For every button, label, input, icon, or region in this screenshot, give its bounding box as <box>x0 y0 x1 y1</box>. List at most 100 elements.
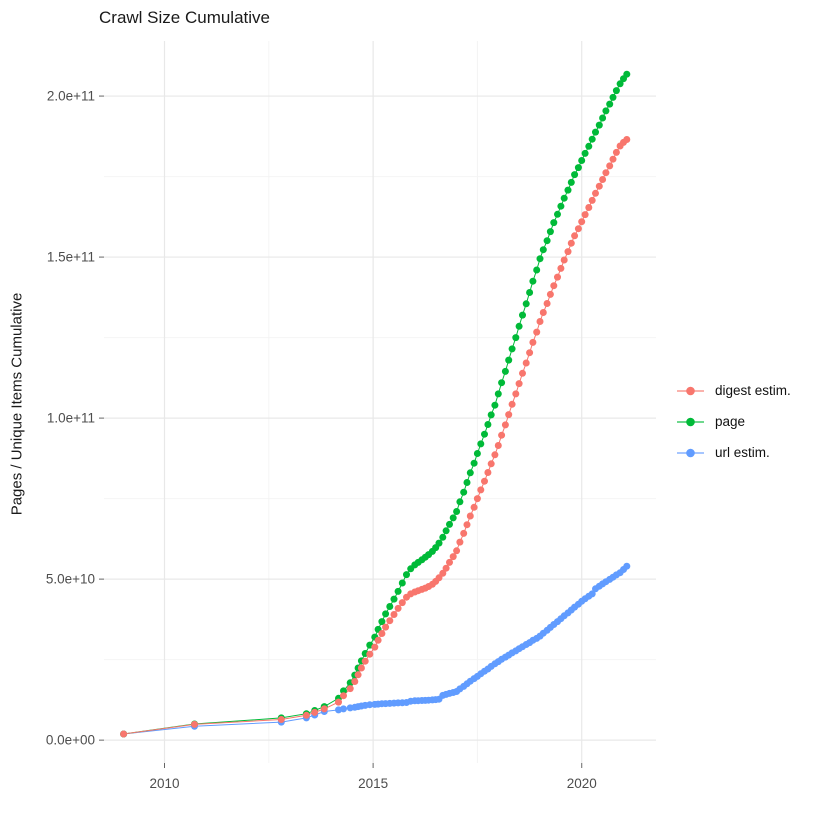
data-point <box>403 571 410 579</box>
data-point <box>390 595 398 603</box>
data-point <box>539 246 547 254</box>
data-point <box>357 664 365 672</box>
data-point <box>484 469 492 476</box>
legend-item-page: page <box>677 406 791 437</box>
data-point <box>382 610 390 618</box>
data-point <box>623 70 631 78</box>
data-point <box>515 322 523 330</box>
y-tick-label: 2.0e+11 <box>47 89 95 104</box>
data-point <box>536 255 544 263</box>
data-point <box>602 169 610 177</box>
series-points-digest-estim- <box>120 136 631 738</box>
data-point <box>460 529 468 537</box>
y-tick-label: 1.5e+11 <box>47 250 95 265</box>
y-tick-label: 5.0e+10 <box>46 572 95 587</box>
data-point <box>481 430 488 438</box>
data-point <box>508 345 516 353</box>
data-point <box>526 349 534 357</box>
data-point <box>494 442 502 449</box>
data-point <box>567 239 575 247</box>
data-point <box>501 421 509 429</box>
data-point <box>550 282 558 290</box>
legend-item-label: page <box>715 414 746 429</box>
data-point <box>512 390 520 398</box>
y-tick-label: 0.0e+00 <box>46 733 95 748</box>
data-point <box>578 157 586 164</box>
data-point <box>588 135 596 143</box>
data-point <box>335 698 342 706</box>
y-axis-title: Pages / Unique Items Cumulative <box>8 292 26 516</box>
data-point <box>354 671 362 679</box>
data-point <box>366 650 374 658</box>
data-point <box>456 538 464 546</box>
data-point <box>519 369 526 377</box>
data-point <box>446 520 453 528</box>
data-point <box>623 136 631 143</box>
data-point <box>470 459 478 467</box>
data-point <box>606 162 614 170</box>
data-point <box>543 237 551 245</box>
data-point <box>442 527 450 535</box>
data-point <box>550 219 558 227</box>
data-point <box>508 400 516 408</box>
legend-key-url-estim-icon <box>677 448 704 457</box>
data-point <box>522 359 530 367</box>
data-point <box>571 232 579 240</box>
data-point <box>340 687 347 695</box>
data-point <box>491 451 499 459</box>
legend-key-page-icon <box>677 417 704 426</box>
data-point <box>599 176 607 183</box>
data-point <box>574 225 582 233</box>
axis-ticks: 2010 2015 2020 0.0e+00 5.0e+10 1.0e+11 1.5e+11… <box>46 89 597 791</box>
data-point <box>477 440 485 448</box>
data-point <box>460 488 468 496</box>
data-point <box>515 380 523 388</box>
data-point <box>505 411 513 419</box>
data-point <box>564 186 572 194</box>
data-point <box>588 590 596 598</box>
data-point <box>609 155 617 163</box>
data-point <box>277 716 285 723</box>
data-point <box>539 309 547 316</box>
data-point <box>398 599 406 607</box>
data-point <box>578 218 586 226</box>
data-point <box>595 121 603 129</box>
legend-item-digest-estim: digest estim. <box>677 375 791 406</box>
series-points-url-estim- <box>120 562 631 738</box>
data-point <box>487 411 495 419</box>
data-point <box>543 300 551 307</box>
data-point <box>557 264 565 272</box>
data-point <box>473 495 481 503</box>
data-point <box>533 328 541 336</box>
gridlines-major <box>104 41 656 763</box>
data-point <box>378 618 386 626</box>
data-point <box>382 623 390 631</box>
data-point <box>494 390 502 398</box>
legend-item-label: url estim. <box>715 445 770 460</box>
data-point <box>442 564 450 572</box>
x-tick-label: 2015 <box>358 776 388 791</box>
data-point <box>311 708 319 716</box>
data-point <box>574 164 582 172</box>
data-point <box>371 643 379 651</box>
data-point <box>533 266 541 274</box>
data-point <box>361 657 369 665</box>
data-point <box>394 587 402 595</box>
data-point <box>351 678 359 685</box>
data-point <box>536 318 544 325</box>
data-point <box>588 196 596 204</box>
x-tick-label: 2020 <box>567 776 597 791</box>
data-point <box>585 204 593 211</box>
data-point <box>439 533 447 541</box>
data-point <box>378 630 386 637</box>
data-point <box>546 228 554 236</box>
legend: digest estim. page url estim. <box>677 375 791 468</box>
data-point <box>191 720 198 728</box>
data-point <box>560 194 568 202</box>
legend-key-digest-estim-icon <box>677 386 704 395</box>
legend-item-url-estim: url estim. <box>677 437 791 468</box>
data-point <box>487 460 495 468</box>
data-point <box>320 705 328 713</box>
data-point <box>386 603 394 610</box>
